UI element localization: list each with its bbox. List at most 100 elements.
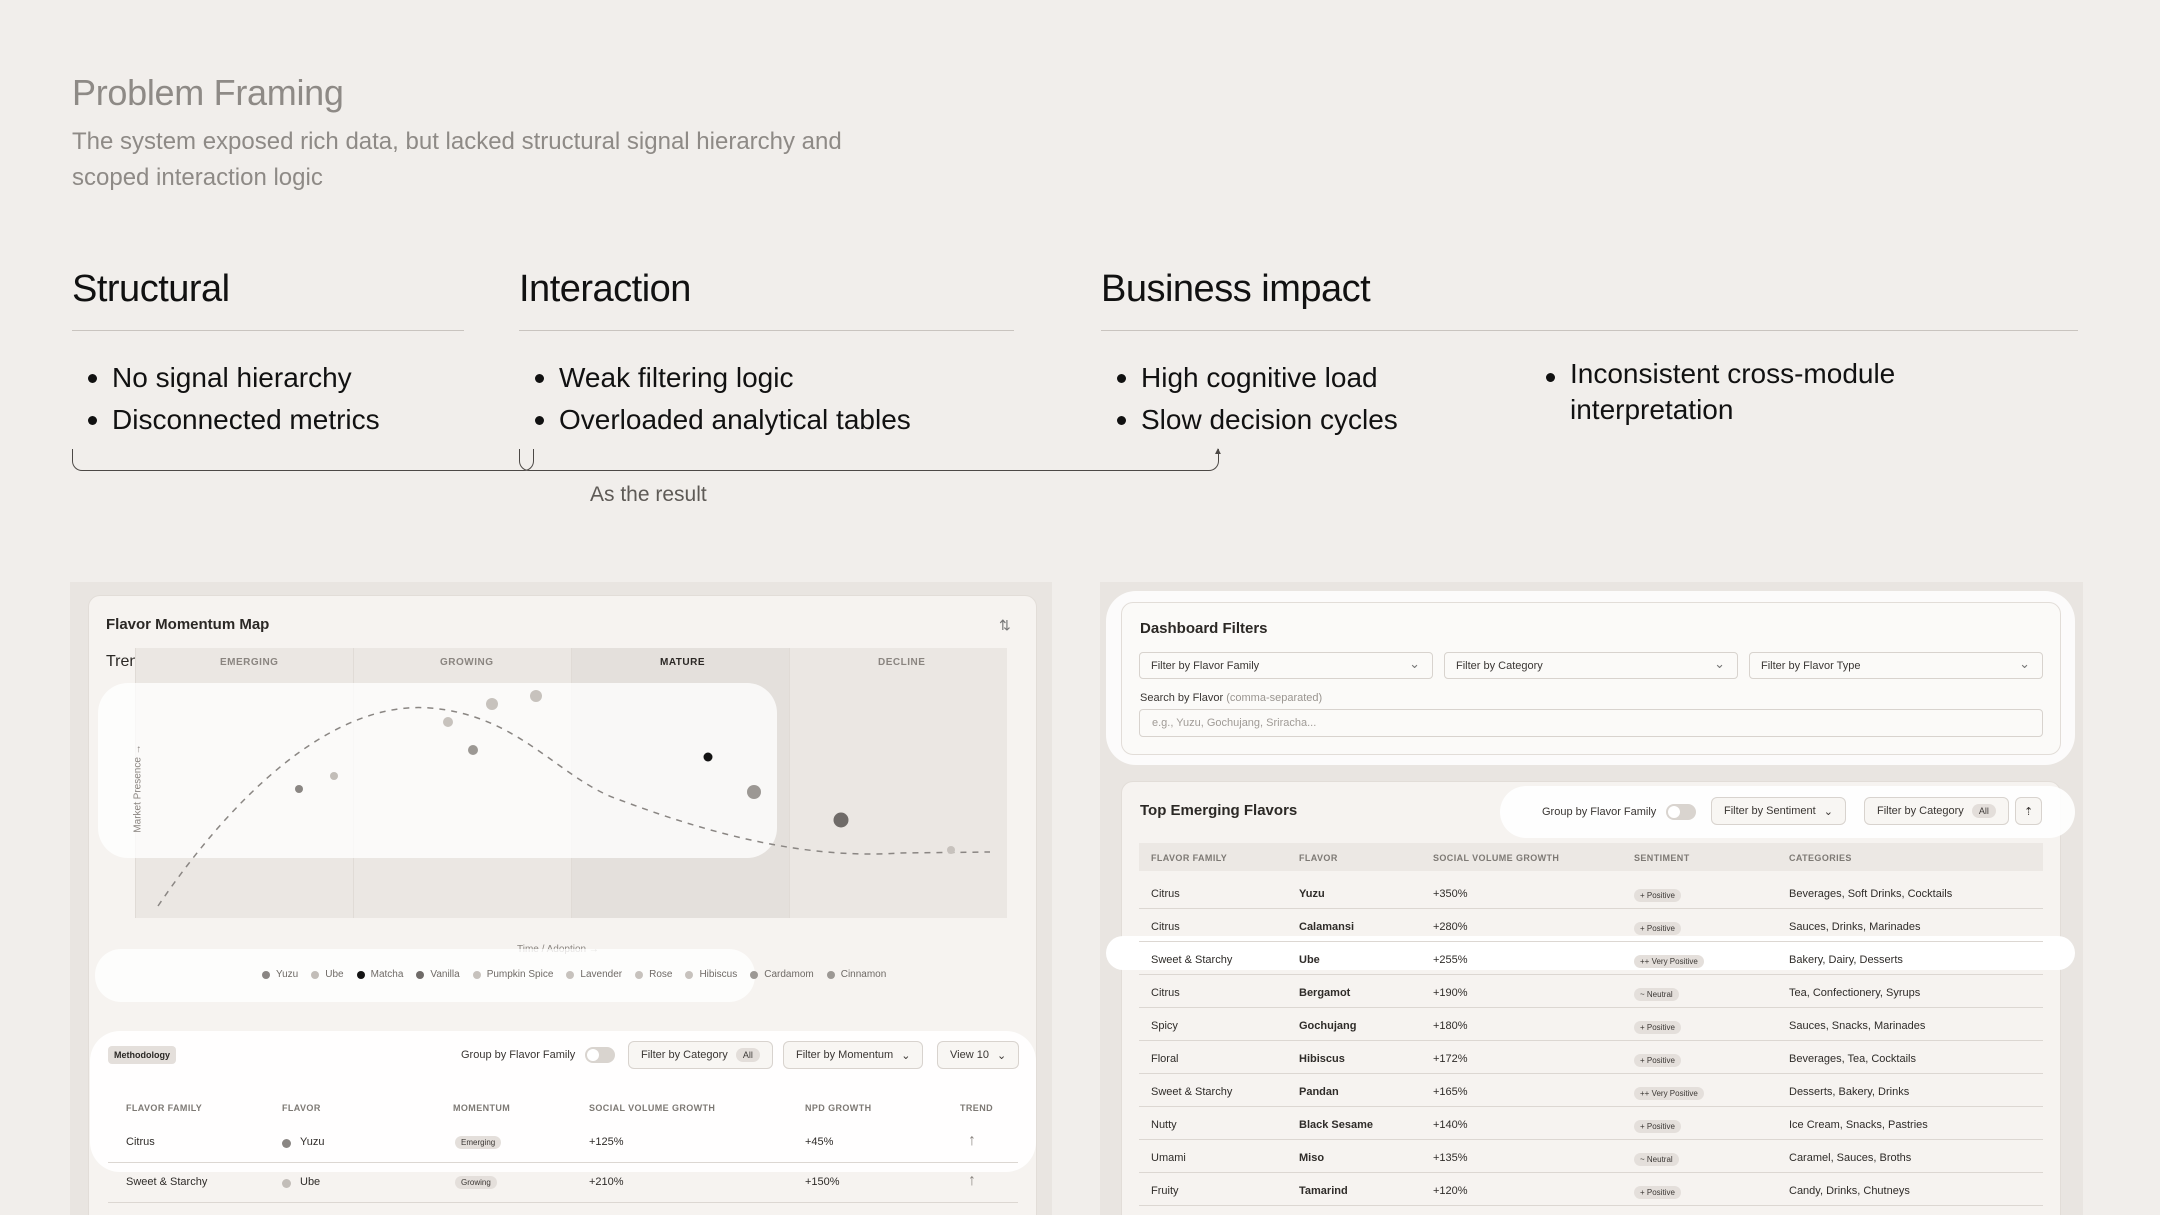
result-label: As the result	[590, 483, 707, 506]
column-header[interactable]: TREND	[960, 1103, 993, 1113]
highlight-cluster	[98, 683, 777, 858]
column-heading: Structural	[72, 268, 230, 310]
sort-icon[interactable]: ⇅	[999, 617, 1011, 633]
stage-decline	[789, 648, 1007, 918]
trend-up-icon: ↑	[968, 1172, 976, 1189]
map-legend: Yuzu Ube Matcha Vanilla Pumpkin Spice La…	[262, 969, 886, 980]
flavor-point	[468, 745, 478, 755]
legend-dot-icon	[826, 970, 835, 979]
flavor-point	[443, 717, 453, 727]
bullet-item: High cognitive load	[1101, 357, 1521, 399]
sort-icon[interactable]: ⇡	[2015, 797, 2043, 825]
flavor-point	[703, 752, 713, 762]
column-header[interactable]: SOCIAL VOLUME GROWTH	[1433, 853, 1560, 863]
legend-item[interactable]: Hibiscus	[685, 969, 737, 980]
stage-label: EMERGING	[220, 657, 279, 668]
flavor-point	[330, 772, 338, 780]
column-heading: Business impact	[1101, 268, 1371, 310]
sentiment-badge: ++ Very Positive	[1634, 955, 1704, 968]
column-heading: Interaction	[519, 268, 691, 310]
legend-dot-icon	[750, 970, 759, 979]
stage-label: MATURE	[660, 657, 706, 668]
momentum-badge: Emerging	[455, 1136, 502, 1149]
row-divider	[1139, 974, 2043, 975]
bullet-item: Inconsistent cross-module interpretation	[1530, 356, 1950, 428]
sentiment-badge: + Positive	[1634, 1021, 1681, 1034]
legend-item[interactable]: Matcha	[356, 969, 403, 980]
filter-category-button[interactable]: Filter by Category All	[1864, 797, 2009, 825]
column-header[interactable]: SENTIMENT	[1634, 853, 1690, 863]
sentiment-badge: + Positive	[1634, 1054, 1681, 1067]
sentiment-badge: ++ Very Positive	[1634, 1087, 1704, 1100]
row-divider	[108, 1162, 1018, 1163]
legend-dot-icon	[356, 970, 365, 979]
row-divider	[1139, 1139, 2043, 1140]
bullet-item: Disconnected metrics	[72, 399, 464, 441]
top-emerging-title: Top Emerging Flavors	[1140, 802, 1298, 819]
legend-highlight	[95, 949, 755, 1002]
legend-dot-icon	[566, 970, 575, 979]
momentum-badge: Growing	[455, 1176, 497, 1189]
bullet-item: No signal hierarchy	[72, 357, 464, 399]
chevron-down-icon: ⌄	[996, 1049, 1007, 1062]
arrow-up-icon: ▲	[1213, 446, 1223, 457]
sentiment-badge: ~ Neutral	[1634, 988, 1679, 1001]
row-divider	[1139, 1205, 2043, 1206]
legend-item[interactable]: Rose	[635, 969, 672, 980]
column-header[interactable]: MOMENTUM	[453, 1103, 511, 1113]
chevron-down-icon: ⌄	[1823, 805, 1833, 818]
sentiment-badge: + Positive	[1634, 1186, 1681, 1199]
column-header[interactable]: FLAVOR	[1299, 853, 1338, 863]
chevron-down-icon: ⌄	[901, 1049, 911, 1062]
legend-item[interactable]: Cinnamon	[826, 969, 886, 980]
column-header[interactable]: FLAVOR FAMILY	[1151, 853, 1228, 863]
group-by-toggle[interactable]: Group by Flavor Family	[1542, 804, 1697, 820]
flavor-point	[833, 812, 849, 828]
column-structural: Structural No signal hierarchy Disconnec…	[72, 268, 464, 441]
result-bracket-right	[519, 449, 1219, 471]
column-header[interactable]: FLAVOR	[282, 1103, 321, 1113]
legend-item[interactable]: Cardamom	[750, 969, 814, 980]
legend-dot-icon	[685, 970, 694, 979]
sentiment-badge: ~ Neutral	[1634, 1153, 1679, 1166]
filter-category-button[interactable]: Filter by Category All	[628, 1041, 773, 1069]
result-bracket-left	[72, 449, 534, 471]
flavor-point	[295, 785, 303, 793]
legend-item[interactable]: Lavender	[566, 969, 622, 980]
trend-up-icon: ↑	[968, 1132, 976, 1149]
methodology-button[interactable]: Methodology	[108, 1046, 176, 1064]
group-by-toggle[interactable]: Group by Flavor Family	[461, 1047, 616, 1063]
column-header[interactable]: SOCIAL VOLUME GROWTH	[589, 1103, 716, 1113]
row-divider	[108, 1202, 1018, 1203]
bullet-item: Weak filtering logic	[519, 357, 1014, 399]
column-header[interactable]: CATEGORIES	[1789, 853, 1852, 863]
column-header[interactable]: NPD GROWTH	[805, 1103, 872, 1113]
filter-category-dropdown[interactable]: Filter by Category	[1444, 652, 1738, 679]
bullet-item: Overloaded analytical tables	[519, 399, 1014, 441]
search-label: Search by Flavor (comma-separated)	[1140, 692, 1323, 704]
legend-item[interactable]: Ube	[311, 969, 344, 980]
emerging-table-header	[1139, 843, 2043, 871]
hero: Problem Framing The system exposed rich …	[72, 72, 852, 196]
divider	[72, 330, 464, 331]
row-divider	[1139, 941, 2043, 942]
column-header[interactable]: FLAVOR FAMILY	[126, 1103, 203, 1113]
search-input[interactable]: e.g., Yuzu, Gochujang, Sriracha...	[1139, 709, 2043, 737]
dashboard-filters-title: Dashboard Filters	[1140, 620, 1268, 637]
toggle-switch[interactable]	[585, 1047, 616, 1063]
filter-flavor-type-dropdown[interactable]: Filter by Flavor Type	[1749, 652, 2043, 679]
filter-sentiment-dropdown[interactable]: Filter by Sentiment ⌄	[1711, 797, 1846, 825]
filter-flavor-family-dropdown[interactable]: Filter by Flavor Family	[1139, 652, 1433, 679]
flavor-dot-icon	[282, 1179, 291, 1188]
legend-item[interactable]: Vanilla	[416, 969, 460, 980]
page-subtitle: The system exposed rich data, but lacked…	[72, 128, 842, 191]
view-count-dropdown[interactable]: View 10 ⌄	[937, 1041, 1020, 1069]
filter-momentum-dropdown[interactable]: Filter by Momentum ⌄	[783, 1041, 924, 1069]
legend-item[interactable]: Pumpkin Spice	[472, 969, 553, 980]
stage-label: GROWING	[440, 657, 494, 668]
legend-item[interactable]: Yuzu	[262, 969, 298, 980]
legend-dot-icon	[311, 970, 320, 979]
row-divider	[1139, 1007, 2043, 1008]
toggle-switch[interactable]	[1666, 804, 1697, 820]
stage-label: DECLINE	[878, 657, 926, 668]
